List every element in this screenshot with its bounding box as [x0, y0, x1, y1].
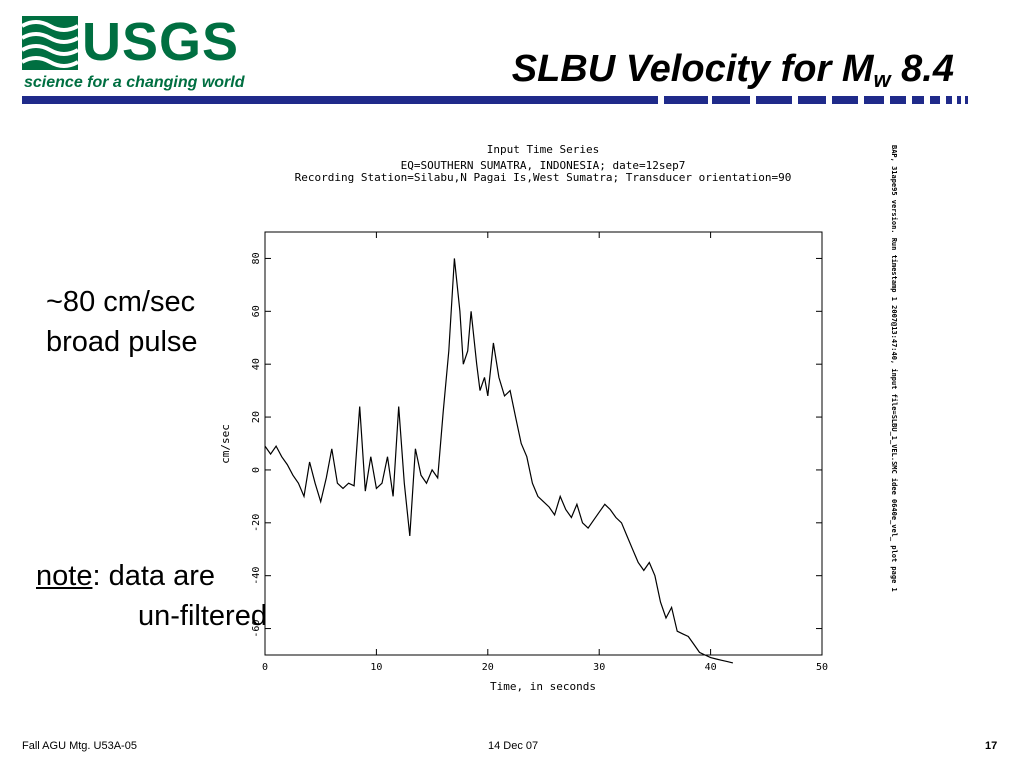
y-tick-label: 0 [251, 467, 262, 473]
plot-metadata-side-text: BAP, 31ape95 version. Run timestamp 1 20… [886, 145, 900, 705]
title-subscript: w [873, 67, 891, 92]
velocity-chart: Input Time Series EQ=SOUTHERN SUMATRA, IN… [219, 143, 828, 693]
y-tick-label: 60 [251, 305, 262, 317]
pulse-annotation: ~80 cm/sec broad pulse [46, 282, 198, 362]
y-tick-label: 40 [251, 358, 262, 370]
usgs-wave-icon [22, 16, 78, 70]
x-axis-label: Time, in seconds [490, 680, 596, 693]
title-tail: 8.4 [890, 48, 954, 90]
header-rule-dash [664, 96, 708, 104]
x-tick-label: 10 [370, 662, 382, 673]
side-text: BAP, 31ape95 version. Run timestamp 1 20… [890, 145, 898, 592]
x-tick-label: 30 [593, 662, 605, 673]
header-rule-dash [798, 96, 826, 104]
velocity-series-line [264, 258, 734, 664]
note-annotation: note: data are un-filtered [36, 556, 267, 636]
note-line2: un-filtered [138, 600, 267, 632]
header-rule-dash [756, 96, 792, 104]
title-main: SLBU Velocity for M [511, 48, 874, 90]
pulse-line1: ~80 cm/sec [46, 286, 196, 318]
header-rule-dash [946, 96, 952, 104]
header-rule-dash [712, 96, 750, 104]
header-rule [22, 96, 658, 104]
y-tick-label: -20 [251, 514, 262, 532]
header-rule-dash [912, 96, 924, 104]
footer-date: 14 Dec 07 [488, 740, 539, 752]
usgs-tagline: science for a changing world [24, 74, 245, 91]
y-tick-label: 80 [251, 252, 262, 264]
plot-frame [264, 231, 823, 656]
header-rule-dash [832, 96, 858, 104]
x-tick-label: 20 [482, 662, 494, 673]
header-rule-dash [930, 96, 940, 104]
chart-title: Input Time Series [487, 143, 600, 156]
x-tick-label: 50 [816, 662, 828, 673]
usgs-wordmark: USGS [82, 12, 240, 72]
x-tick-label: 0 [262, 662, 268, 673]
page-number: 17 [985, 740, 998, 752]
chart-subtitle-2: Recording Station=Silabu,N Pagai Is,West… [295, 171, 792, 184]
header-rule-dash [890, 96, 906, 104]
y-tick-label: 20 [251, 411, 262, 423]
note-rest: : data are [92, 560, 215, 592]
chart-subtitle-1: EQ=SOUTHERN SUMATRA, INDONESIA; date=12s… [401, 159, 686, 172]
slide-title: SLBU Velocity for Mw 8.4 [512, 48, 954, 93]
footer-left: Fall AGU Mtg. U53A-05 [22, 740, 137, 752]
usgs-logo: USGS science for a changing world [22, 12, 245, 96]
pulse-line2: broad pulse [46, 326, 198, 358]
y-axis-label: cm/sec [219, 424, 232, 464]
y-tick-label: -60 [251, 620, 262, 638]
y-tick-label: -40 [251, 567, 262, 585]
x-tick-label: 40 [705, 662, 717, 673]
header-rule-dash [965, 96, 968, 104]
header-rule-dash [864, 96, 884, 104]
header-rule-dash [957, 96, 961, 104]
note-word: note [36, 560, 93, 592]
